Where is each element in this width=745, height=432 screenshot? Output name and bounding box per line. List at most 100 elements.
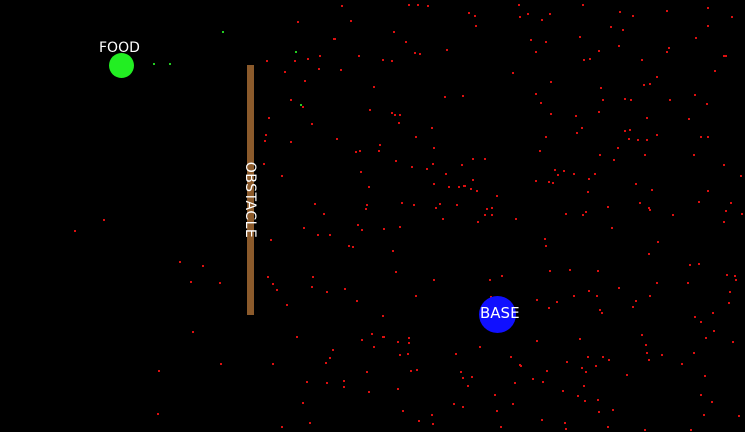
ant-particle <box>550 81 552 83</box>
ant-particle <box>472 158 474 160</box>
ant-particle <box>415 136 417 138</box>
ant-particle <box>726 274 728 276</box>
ant-particle <box>725 55 727 57</box>
ant-particle <box>382 315 384 317</box>
ant-particle <box>539 150 541 152</box>
ant-particle <box>693 154 695 156</box>
ant-particle <box>158 370 160 372</box>
ant-particle <box>588 178 590 180</box>
ant-particle <box>394 114 396 116</box>
ant-particle <box>554 169 556 171</box>
ant-particle <box>646 139 648 141</box>
ant-particle <box>391 60 393 62</box>
ant-particle <box>602 356 604 358</box>
ant-particle <box>630 99 632 101</box>
ant-particle <box>399 226 401 228</box>
ant-particle <box>352 246 354 248</box>
ant-particle <box>306 381 308 383</box>
ant-particle <box>323 213 325 215</box>
ant-particle <box>399 114 401 116</box>
ant-particle <box>458 186 460 188</box>
ant-particle <box>707 7 709 9</box>
food-source <box>109 53 134 78</box>
ant-particle <box>415 295 417 297</box>
ant-particle <box>366 204 368 206</box>
ant-particle <box>157 413 159 415</box>
ant-particle <box>700 394 702 396</box>
ant-particle <box>714 70 716 72</box>
ant-particle <box>576 132 578 134</box>
ant-particle <box>294 60 296 62</box>
ant-particle <box>411 166 413 168</box>
ant-particle <box>565 213 567 215</box>
ant-particle <box>545 41 547 43</box>
ant-particle <box>395 160 397 162</box>
ant-particle <box>379 144 381 146</box>
ant-particle <box>512 403 514 405</box>
ant-particle <box>416 369 418 371</box>
ant-particle <box>431 127 433 129</box>
ant-particle <box>471 376 473 378</box>
ant-particle <box>729 291 731 293</box>
ant-particle <box>392 250 394 252</box>
ant-particle <box>383 228 385 230</box>
ant-particle <box>439 203 441 205</box>
base-label: BASE <box>480 304 520 322</box>
ant-particle <box>546 370 548 372</box>
ant-particle <box>281 175 283 177</box>
ant-particle <box>577 395 579 397</box>
ant-particle <box>365 208 367 210</box>
ant-particle <box>489 279 491 281</box>
ant-particle <box>496 195 498 197</box>
ant-particle <box>448 186 450 188</box>
ant-particle <box>446 49 448 51</box>
ant-particle <box>74 230 76 232</box>
ant-particle <box>644 429 646 431</box>
ant-particle <box>311 286 313 288</box>
ant-particle <box>589 58 591 60</box>
ant-particle <box>582 4 584 6</box>
ant-particle <box>656 76 658 78</box>
ant-particle <box>698 201 700 203</box>
ant-particle <box>723 164 725 166</box>
ant-particle <box>707 25 709 27</box>
ant-particle <box>272 363 274 365</box>
ant-particle <box>433 279 435 281</box>
ant-particle <box>711 401 713 403</box>
ant-particle <box>582 214 584 216</box>
ant-particle <box>741 213 743 215</box>
ant-particle <box>649 295 651 297</box>
ant-particle <box>515 218 517 220</box>
ant-particle <box>179 261 181 263</box>
ant-particle <box>635 183 637 185</box>
ant-particle <box>643 84 645 86</box>
ant-particle <box>557 174 559 176</box>
ant-particle <box>431 414 433 416</box>
ant-particle <box>569 269 571 271</box>
ant-particle <box>266 60 268 62</box>
ant-particle <box>222 31 224 33</box>
ant-particle <box>383 336 385 338</box>
ant-particle <box>460 371 462 373</box>
ant-particle <box>641 334 643 336</box>
ant-particle <box>536 340 538 342</box>
ant-particle <box>408 337 410 339</box>
ant-particle <box>373 86 375 88</box>
ant-particle <box>456 204 458 206</box>
ant-particle <box>542 381 544 383</box>
ant-particle <box>597 399 599 401</box>
ant-particle <box>373 346 375 348</box>
ant-particle <box>361 339 363 341</box>
ant-particle <box>496 410 498 412</box>
ant-particle <box>332 349 334 351</box>
ant-particle <box>378 150 380 152</box>
ant-particle <box>608 359 610 361</box>
ant-particle <box>486 208 488 210</box>
ant-particle <box>391 112 393 114</box>
ant-particle <box>632 306 634 308</box>
ant-particle <box>549 270 551 272</box>
ant-particle <box>624 98 626 100</box>
ant-particle <box>613 159 615 161</box>
ant-particle <box>700 321 702 323</box>
